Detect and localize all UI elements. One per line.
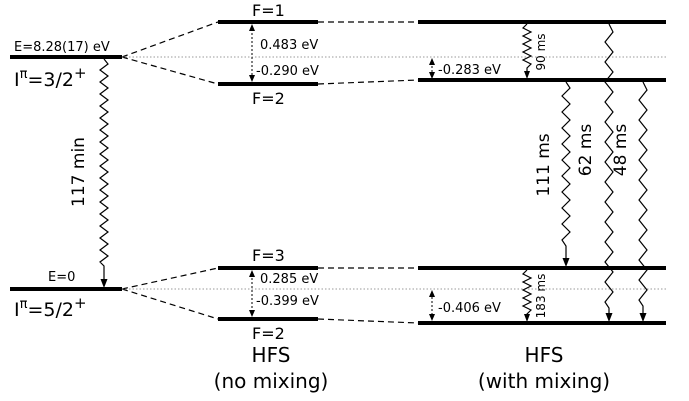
isomer-decay-arrow [99,58,109,283]
ground-energy-label: E=0 [48,270,75,285]
connector-ground-to-F2 [121,288,219,320]
lower-internal-lifetime: 183 ms [534,274,548,319]
mix-upper-arrowhead-up [429,58,435,65]
transition-62ms-arrowhead [605,313,613,322]
transition-48ms-arrowhead [639,313,647,322]
upper-internal-arrowhead [524,71,530,79]
transition-62ms [604,23,614,317]
nomix-lower-F3-label: F=3 [252,246,285,265]
nomix-upper-arrowhead-up [249,24,255,31]
nomix-lower-shift-down: -0.399 eV [256,294,319,309]
mix-upper-shift-label: -0.283 eV [438,63,501,78]
isomer-decay-arrowhead [100,279,108,288]
transition-62ms-label: 62 ms [576,124,596,177]
transition-48ms-label: 48 ms [611,124,631,177]
isomer-spin-parity: Iπ=3/2+ [14,64,87,91]
connector-lower-F2 [317,318,419,324]
nomix-lower-F2-label: F=2 [252,324,285,343]
nomix-upper-shift-down: -0.290 eV [256,64,319,79]
upper-internal-transition [521,23,533,74]
connector-upper-F2 [317,79,419,85]
nomix-lower-arrowhead-up [249,270,255,277]
nomix-upper-shift-up: 0.483 eV [260,38,318,53]
mix-lower-shift-label: -0.406 eV [438,301,501,316]
connector-isomer-to-F1 [121,21,219,58]
lower-internal-arrowhead [524,314,530,322]
nomix-lower-arrowhead-down [249,310,255,317]
connector-ground-to-F3 [121,267,219,290]
nomix-upper-F2-label: F=2 [252,89,285,108]
mix-title: HFS [525,343,564,367]
nomix-lower-shift-up: 0.285 eV [260,272,318,287]
isomer-energy-label: E=8.28(17) eV [14,40,110,55]
transition-111ms-arrowhead [562,258,570,267]
transition-111ms [561,81,571,262]
transition-111ms-label: 111 ms [534,133,554,196]
nomix-title: HFS [252,343,291,367]
mix-lower-arrowhead-down [429,314,435,321]
nomix-subtitle: (no mixing) [214,369,329,393]
lower-internal-transition [521,269,533,318]
nomix-upper-F1-label: F=1 [252,1,285,20]
transition-48ms [638,81,648,317]
ground-spin-parity: Iπ=5/2+ [14,294,87,321]
upper-internal-lifetime: 90 ms [534,33,548,70]
mix-subtitle: (with mixing) [478,369,610,393]
nomix-upper-arrowhead-down [249,75,255,82]
mix-lower-arrowhead-up [429,290,435,297]
isomer-decay-label: 117 min [69,137,89,207]
mix-upper-arrowhead-down [429,72,435,79]
connector-isomer-to-F2 [121,56,219,85]
